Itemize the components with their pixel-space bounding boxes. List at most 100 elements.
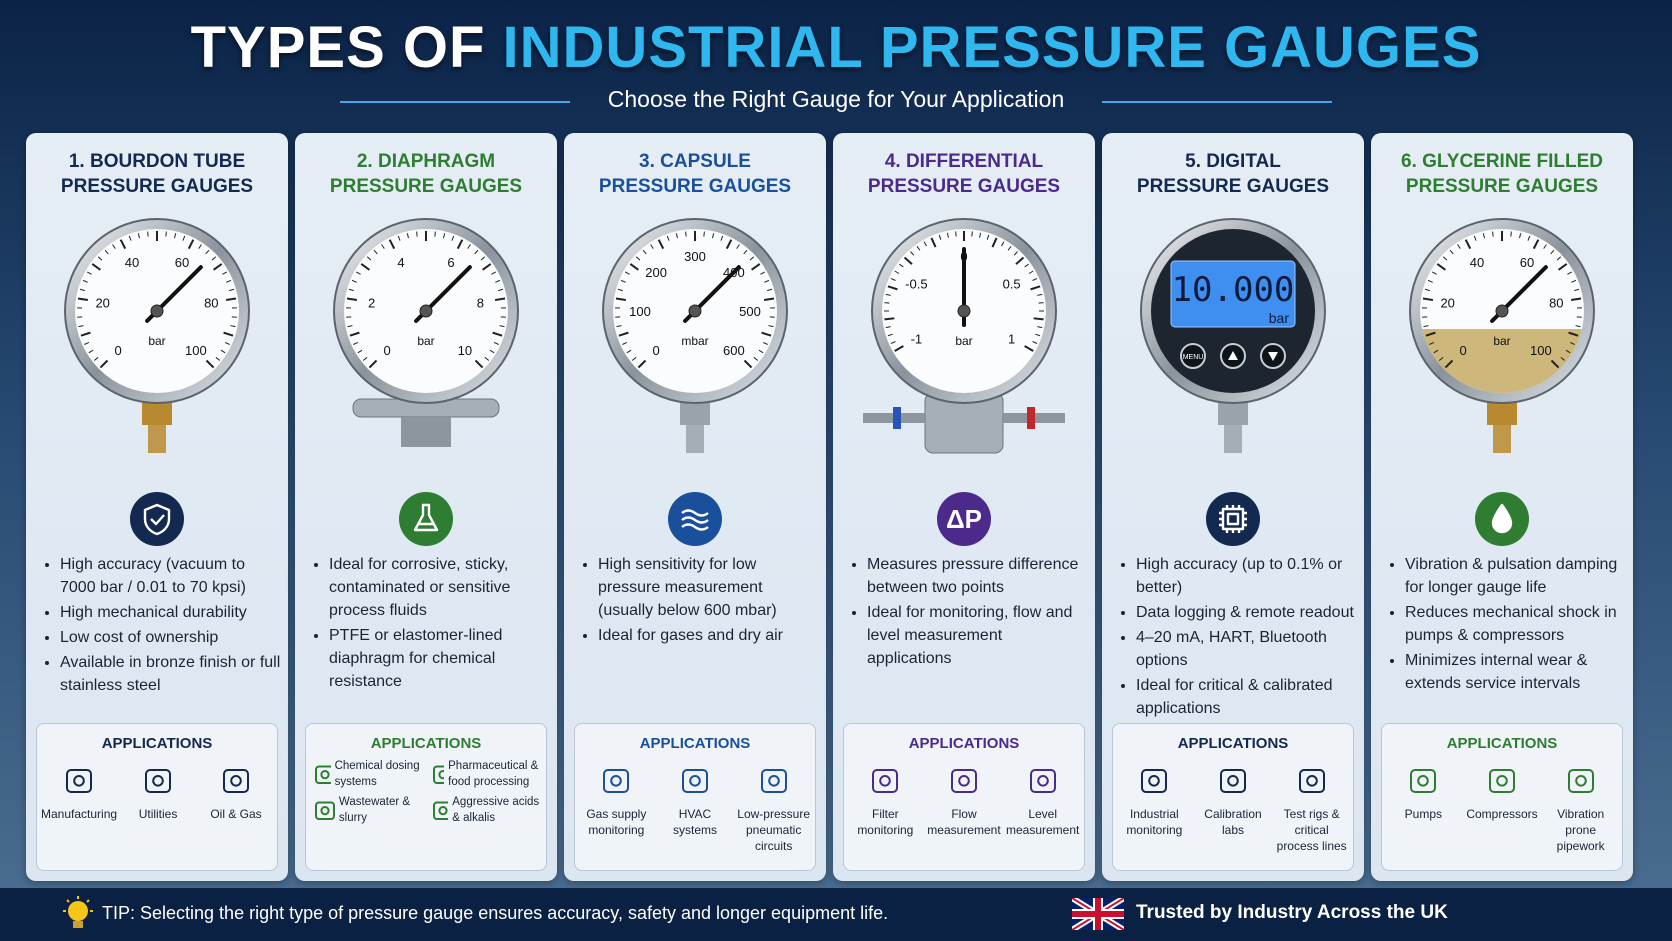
application-item: Calibration labs: [1196, 758, 1271, 854]
dial-tick: [355, 271, 361, 275]
application-icon: [223, 769, 249, 793]
bullet: Ideal for monitoring, flow and level mea…: [867, 601, 1091, 670]
dial-tick: [349, 331, 360, 337]
dial-tick: [890, 278, 896, 281]
application-label: Aggressive acids & alkalis: [452, 796, 540, 824]
dial-tick: [1527, 235, 1531, 241]
dial-label: 100: [185, 343, 207, 358]
applications-box: APPLICATIONS Gas supply monitoring HVAC sy…: [574, 723, 816, 871]
dial-tick: [494, 297, 506, 302]
gauge-illustration: 0 2 4 6 8 10 bar: [333, 218, 519, 447]
application-icon: [603, 769, 630, 793]
dial-tick: [347, 325, 353, 328]
needle-hub: [688, 304, 702, 318]
dial-tick: [351, 279, 357, 283]
icon-glyph: [681, 509, 709, 531]
dial-tick: [890, 341, 896, 344]
dial-tick: [456, 239, 464, 250]
dial-label: 200: [645, 265, 667, 280]
dial-tick: [451, 235, 455, 241]
application-label: Low-pressure pneumatic circuits: [737, 807, 810, 853]
dial-tick: [225, 297, 237, 302]
dial-tick: [622, 341, 628, 345]
dial-label: 40: [125, 255, 139, 270]
dial-label: 80: [204, 295, 218, 310]
dial-tick: [1568, 331, 1579, 337]
dial-tick: [1519, 233, 1522, 239]
card-title-line: PRESSURE GAUGES: [867, 176, 1061, 197]
dial-tick: [443, 233, 446, 239]
icon-shape: [1417, 774, 1430, 787]
dial-tick: [99, 359, 109, 369]
dial-tick: [484, 357, 490, 361]
icon-glyph: [1219, 505, 1247, 533]
application-item: Pumps: [1386, 758, 1461, 854]
icon-shape: [1488, 769, 1515, 793]
dial-tick: [493, 341, 499, 345]
dial-tick: [88, 349, 94, 354]
icon-circle: [399, 492, 453, 546]
dial-tick: [224, 341, 230, 345]
dial-tick: [736, 244, 740, 249]
dial-tick: [1569, 341, 1575, 345]
dial-tick: [357, 349, 363, 354]
card-title-line: 2. DIAPHRAGM: [356, 151, 496, 172]
dial-tick: [1001, 241, 1005, 247]
arrow: [1268, 352, 1278, 361]
dial-tick: [916, 245, 921, 251]
dial-tick: [1015, 256, 1025, 265]
dial-label: 80: [1549, 295, 1563, 310]
dial-tick: [1013, 251, 1018, 256]
application-item: Manufacturing: [41, 758, 117, 822]
dial-tick: [498, 288, 504, 292]
dial-tick: [762, 341, 768, 345]
dial-tick: [187, 239, 195, 250]
dial-tick: [86, 271, 92, 275]
dial-tick: [397, 235, 401, 241]
application-icon: [433, 765, 445, 784]
bullet: Vibration & pulsation damping for longer…: [1405, 553, 1629, 599]
applications-heading: APPLICATIONS: [1177, 735, 1289, 752]
dial-label: -1: [911, 332, 923, 347]
icon-shape: [320, 806, 330, 816]
dial-tick: [1032, 278, 1038, 281]
dial-tick: [986, 234, 990, 240]
bullet: High accuracy (vacuum to 7000 bar / 0.01…: [60, 553, 284, 599]
applications-heading: APPLICATIONS: [639, 735, 751, 752]
dial-tick: [894, 270, 900, 274]
title-highlight: INDUSTRIAL PRESSURE GAUGES: [502, 15, 1482, 80]
applications-box: APPLICATIONS Pumps Compressors Vibration pr…: [1381, 723, 1623, 871]
dial-tick: [642, 249, 647, 255]
application-icon: [1219, 769, 1246, 793]
dial-tick: [885, 326, 891, 329]
icon-shape: [1298, 769, 1325, 793]
feature-icon: [1206, 492, 1260, 546]
icon-shape: [1305, 774, 1318, 787]
dial-tick: [229, 288, 235, 292]
thread: [686, 425, 704, 453]
application-item: HVAC systems: [658, 758, 733, 854]
card-title-line: 5. DIGITAL: [1185, 151, 1281, 172]
application-icon: [760, 769, 787, 793]
dial-tick: [492, 331, 503, 337]
application-label: HVAC systems: [672, 807, 717, 837]
dial-tick: [174, 233, 177, 239]
dial-label: 20: [1440, 295, 1454, 310]
application-icon: [1141, 769, 1168, 793]
valve-knob: [1027, 407, 1035, 429]
dial-unit: bar: [148, 334, 165, 348]
dial-tick: [1024, 345, 1034, 352]
application-item: Gas supply monitoring: [579, 758, 654, 854]
dial-tick: [753, 357, 759, 361]
dial-tick: [620, 279, 626, 283]
dial-tick: [1028, 270, 1034, 274]
dial-tick: [406, 233, 409, 239]
icon-shape: [438, 806, 448, 816]
applications-heading: APPLICATIONS: [370, 735, 482, 752]
dial-tick: [1422, 297, 1434, 302]
dial-tick: [112, 244, 116, 249]
bullet: PTFE or elastomer-lined diaphragm for ch…: [329, 624, 553, 693]
